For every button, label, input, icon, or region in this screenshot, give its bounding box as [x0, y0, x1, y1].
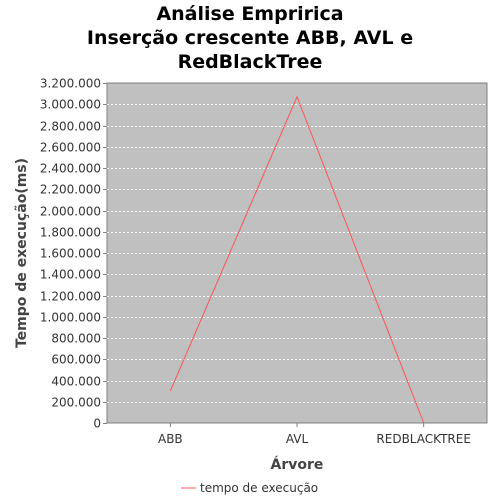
- y-tick-label: 1.800.000: [40, 226, 101, 240]
- x-tick-label: AVL: [286, 432, 309, 446]
- y-tick-label: 1.200.000: [40, 290, 101, 304]
- chart-title-line-3: RedBlackTree: [177, 51, 323, 73]
- y-tick-label: 1.400.000: [40, 268, 101, 282]
- y-tick-label: 1.000.000: [40, 311, 101, 325]
- x-axis-title: Árvore: [271, 456, 324, 473]
- x-tick-label: ABB: [158, 432, 183, 446]
- y-axis-title: Tempo de execução(ms): [14, 158, 30, 348]
- y-tick-label: 400.000: [51, 375, 101, 389]
- x-tick-label: REDBLACKTREE: [376, 432, 471, 446]
- y-tick-label: 3.200.000: [40, 77, 101, 91]
- series-line-0: [169, 95, 425, 424]
- y-tick-label: 800.000: [51, 332, 101, 346]
- y-tick-label: 2.000.000: [40, 205, 101, 219]
- chart-title-line-2: Inserção crescente ABB, AVL e: [86, 27, 414, 49]
- grid-lines: [107, 104, 487, 403]
- y-tick-label: 600.000: [51, 353, 101, 367]
- y-tick-label: 2.800.000: [40, 120, 101, 134]
- y-axis-ticks: 0 200.000 400.000 600.000 800.000 1.000.000 1.…: [40, 77, 107, 431]
- series-lines: [169, 95, 425, 424]
- legend: tempo de execução: [181, 481, 318, 495]
- chart-title-line-1: Análise Empririca: [156, 3, 344, 25]
- y-tick-label: 0: [93, 417, 101, 431]
- x-axis-ticks: ABB AVL REDBLACKTREE: [158, 423, 471, 446]
- y-tick-label: 3.000.000: [40, 98, 101, 112]
- y-tick-label: 2.200.000: [40, 183, 101, 197]
- y-tick-label: 2.600.000: [40, 141, 101, 155]
- y-tick-label: 1.600.000: [40, 247, 101, 261]
- y-tick-label: 200.000: [51, 396, 101, 410]
- chart-title: Análise Empririca Inserção crescente ABB…: [0, 2, 500, 74]
- y-tick-label: 2.400.000: [40, 162, 101, 176]
- legend-label-tempo-de-execucao: tempo de execução: [200, 481, 318, 495]
